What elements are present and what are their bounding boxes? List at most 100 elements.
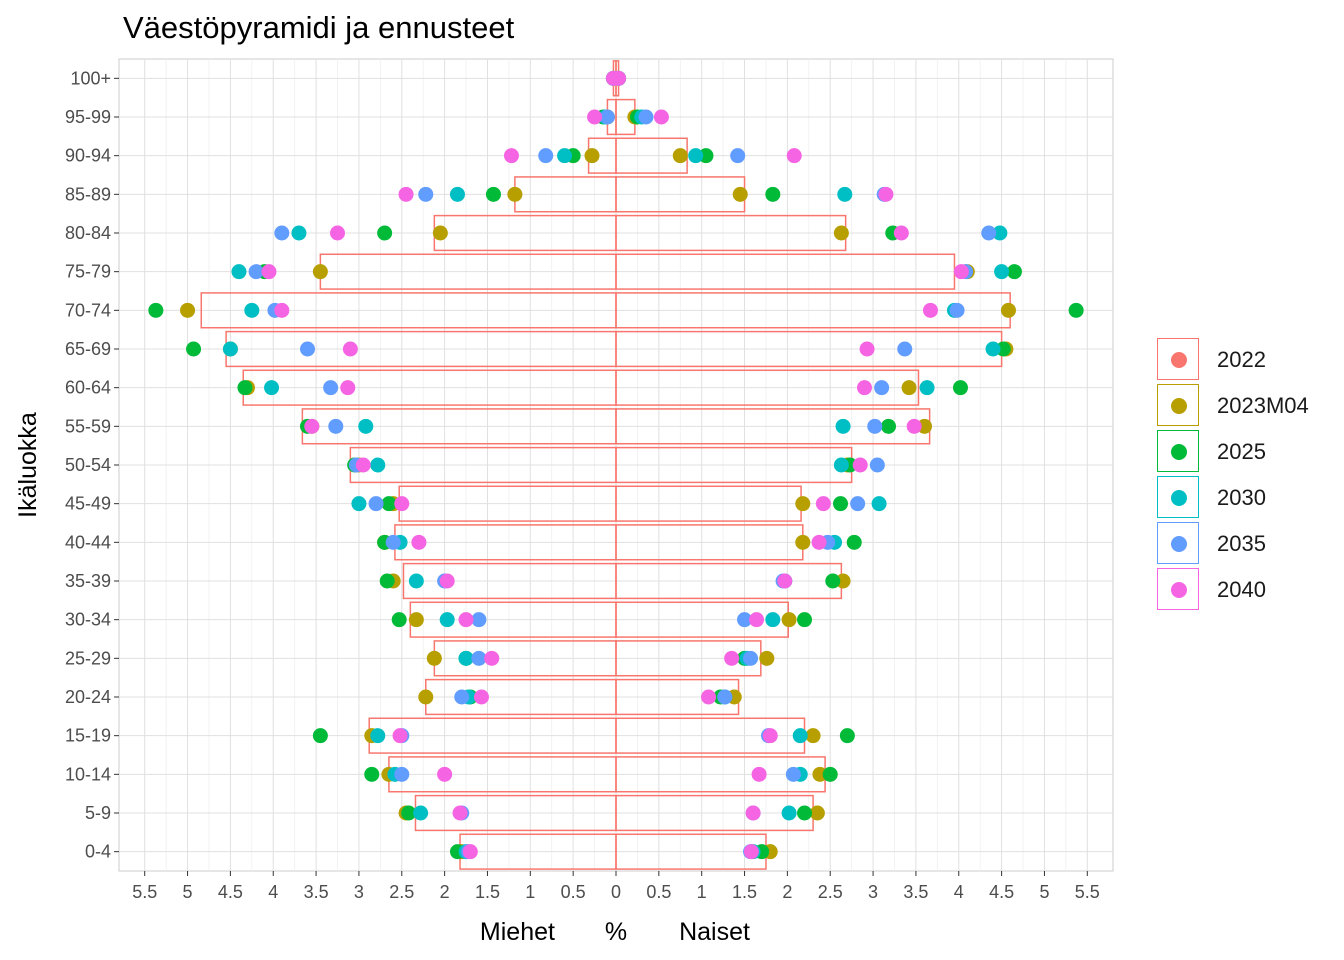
- point-2040-women-95-99: [653, 109, 669, 125]
- point-2035-men-80-84: [274, 225, 290, 241]
- legend-label: 2040: [1217, 577, 1266, 602]
- legend-label: 2023M04: [1217, 393, 1309, 418]
- point-2025-women-90-94: [698, 148, 714, 164]
- point-2035-men-40-44: [385, 534, 401, 550]
- point-2023M04-women-35-39: [835, 573, 851, 589]
- point-2030-men-70-74: [244, 302, 260, 318]
- point-2030-women-50-54: [833, 457, 849, 473]
- point-2025-women-45-49: [833, 496, 849, 512]
- point-2035-men-60-64: [323, 380, 339, 396]
- y-tick-label: 10-14: [65, 764, 111, 784]
- x-axis-label-unit: %: [605, 918, 627, 946]
- point-2025-men-45-49: [381, 496, 397, 512]
- point-2040-men-0-4: [462, 844, 478, 860]
- point-2025-women-30-34: [797, 612, 813, 628]
- x-tick-label: 2.5: [818, 882, 843, 902]
- point-2040-men-10-14: [437, 766, 453, 782]
- point-2025-men-10-14: [364, 766, 380, 782]
- y-tick-label: 0-4: [85, 842, 111, 862]
- legend-key: [1157, 522, 1199, 564]
- point-2030-men-55-59: [358, 418, 374, 434]
- point-2035-women-70-74: [949, 302, 965, 318]
- y-tick-label: 60-64: [65, 378, 111, 398]
- y-tick-label: 70-74: [65, 300, 111, 320]
- point-2040-women-35-39: [777, 573, 793, 589]
- x-tick-label: 5.5: [132, 882, 157, 902]
- point-2030-women-65-69: [985, 341, 1001, 357]
- point-2035-women-95-99: [638, 109, 654, 125]
- point-2040-men-80-84: [330, 225, 346, 241]
- point-2030-women-15-19: [792, 728, 808, 744]
- point-2040-women-0-4: [743, 844, 759, 860]
- point-2035-men-10-14: [394, 766, 410, 782]
- point-2035-men-30-34: [471, 612, 487, 628]
- point-2030-women-85-89: [837, 186, 853, 202]
- y-tick-label: 95-99: [65, 107, 111, 127]
- point-2023M04-women-10-14: [812, 766, 828, 782]
- point-2040-women-55-59: [906, 418, 922, 434]
- point-2040-men-40-44: [411, 534, 427, 550]
- legend-dot-icon: [1171, 582, 1187, 598]
- y-tick-label: 50-54: [65, 455, 111, 475]
- point-2025-men-70-74: [148, 302, 164, 318]
- point-2023M04-women-90-94: [672, 148, 688, 164]
- point-2025-women-65-69: [995, 341, 1011, 357]
- point-2040-women-30-34: [749, 612, 765, 628]
- point-2025-women-75-79: [1006, 264, 1022, 280]
- y-tick-label: 90-94: [65, 146, 111, 166]
- point-2025-women-70-74: [1068, 302, 1084, 318]
- legend-item-2035: 2035: [1157, 522, 1337, 564]
- chart-title: Väestöpyramidi ja ennusteet: [123, 10, 515, 45]
- point-2030-men-60-64: [264, 380, 280, 396]
- point-2035-men-95-99: [599, 109, 615, 125]
- point-2040-men-65-69: [342, 341, 358, 357]
- point-2040-men-20-24: [473, 689, 489, 705]
- point-2040-women-50-54: [852, 457, 868, 473]
- point-2030-women-90-94: [688, 148, 704, 164]
- point-2025-men-85-89: [485, 186, 501, 202]
- point-2023M04-men-25-29: [426, 650, 442, 666]
- point-2035-women-90-94: [730, 148, 746, 164]
- x-tick-label: 5: [183, 882, 193, 902]
- point-2030-men-75-79: [231, 264, 247, 280]
- legend-dot-icon: [1171, 490, 1187, 506]
- point-2040-women-10-14: [751, 766, 767, 782]
- bar-women-60-64: [615, 369, 920, 406]
- point-2040-women-60-64: [857, 380, 872, 396]
- point-2025-men-35-39: [379, 573, 395, 589]
- point-2025-men-30-34: [391, 612, 407, 628]
- point-2030-men-65-69: [222, 341, 238, 357]
- x-tick-label: 2.5: [389, 882, 414, 902]
- legend-label: 2025: [1217, 439, 1266, 464]
- point-2030-women-75-79: [994, 264, 1010, 280]
- legend-item-2040: 2040: [1157, 568, 1337, 610]
- point-2025-men-5-9: [401, 805, 417, 821]
- point-2030-men-5-9: [413, 805, 429, 821]
- point-2040-men-90-94: [503, 148, 519, 164]
- point-2035-women-45-49: [850, 496, 866, 512]
- point-2040-women-40-44: [811, 534, 827, 550]
- point-2023M04-women-80-84: [833, 225, 849, 241]
- point-2030-men-25-29: [458, 650, 474, 666]
- legend-key: [1157, 384, 1199, 426]
- x-tick-label: 1: [525, 882, 535, 902]
- legend-item-2022: 2022: [1157, 338, 1337, 380]
- y-axis-label: Ikäluokka: [14, 412, 42, 518]
- point-2040-women-70-74: [922, 302, 938, 318]
- y-tick-label: 30-34: [65, 610, 111, 630]
- point-2023M04-women-30-34: [781, 612, 797, 628]
- y-tick-label: 15-19: [65, 726, 111, 746]
- x-tick-label: 0.5: [646, 882, 671, 902]
- point-2040-men-70-74: [274, 302, 290, 318]
- legend-label: 2022: [1217, 347, 1266, 372]
- point-2040-men-5-9: [452, 805, 468, 821]
- point-2030-men-30-34: [439, 612, 455, 628]
- point-2030-men-15-19: [370, 728, 386, 744]
- legend-dot-icon: [1171, 536, 1187, 552]
- legend-key: [1157, 568, 1199, 610]
- point-2040-men-15-19: [392, 728, 408, 744]
- point-2035-women-55-59: [867, 418, 883, 434]
- legend-item-2023M04: 2023M04: [1157, 384, 1337, 426]
- point-2040-men-35-39: [439, 573, 455, 589]
- point-2023M04-women-15-19: [805, 728, 821, 744]
